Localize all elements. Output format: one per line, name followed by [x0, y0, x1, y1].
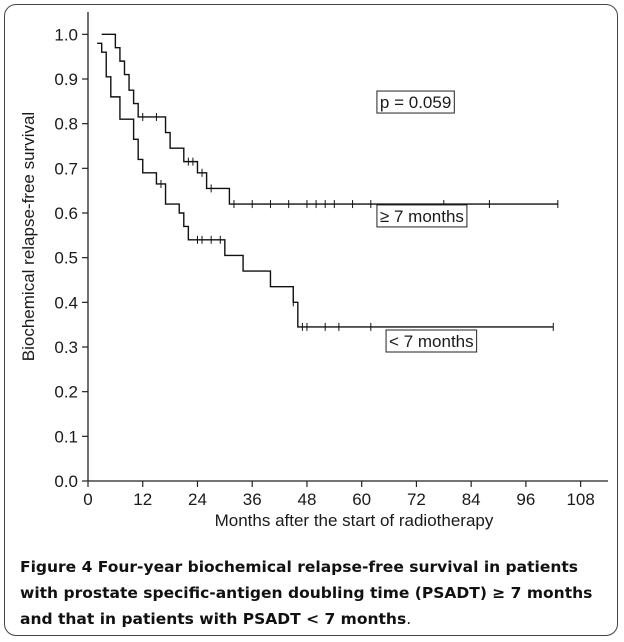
- y-tick-label: 0.2: [54, 383, 78, 402]
- x-tick-labels: 0 12 24 36 48 60 72 84 96 108: [83, 490, 595, 509]
- y-axis-label: Biochemical relapse-free survival: [19, 112, 38, 361]
- y-tick-label: 0.0: [54, 472, 78, 491]
- y-tick-label: 0.9: [54, 70, 78, 89]
- x-tick-label: 108: [566, 490, 594, 509]
- y-tick-labels: 0.0 0.1 0.2 0.3 0.4 0.5 0.6 0.7 0.8 0.9 1.0: [54, 25, 78, 491]
- x-tick-label: 36: [243, 490, 262, 509]
- annotation-box: [376, 204, 468, 228]
- x-axis-label: Months after the start of radiotherapy: [215, 511, 494, 530]
- y-tick-label: 1.0: [54, 25, 78, 44]
- x-tick-label: 12: [133, 490, 152, 509]
- caption-period: .: [406, 610, 412, 628]
- y-tick-label: 0.3: [54, 338, 78, 357]
- x-tick-label: 48: [297, 490, 316, 509]
- annotation-box: [385, 329, 478, 353]
- series-line-2: [97, 42, 554, 328]
- y-tick-label: 0.7: [54, 159, 78, 178]
- chart-axes: [82, 12, 608, 487]
- caption-body: Four-year biochemical relapse-free survi…: [20, 558, 593, 628]
- annotation-text: < 7 months: [389, 332, 474, 351]
- figure-frame: [4, 4, 618, 636]
- annotation-1: p = 0.059: [376, 90, 455, 114]
- x-tick-label: 84: [462, 490, 481, 509]
- y-tick-label: 0.8: [54, 115, 78, 134]
- annotation-2: ≥ 7 months: [376, 204, 468, 228]
- annotation-text: ≥ 7 months: [380, 207, 464, 226]
- annotation-text: p = 0.059: [380, 93, 451, 112]
- x-tick-label: 96: [516, 490, 535, 509]
- annotations: p = 0.059 ≥ 7 months < 7 months: [376, 90, 478, 353]
- y-tick-label: 0.1: [54, 427, 78, 446]
- annotation-box: [376, 90, 455, 114]
- x-tick-label: 72: [407, 490, 426, 509]
- x-tick-label: 0: [83, 490, 92, 509]
- caption-lead: Figure 4: [20, 558, 93, 576]
- x-tick-label: 60: [352, 490, 371, 509]
- y-tick-label: 0.5: [54, 249, 78, 268]
- x-tick-label: 24: [188, 490, 207, 509]
- survival-chart: 0.0 0.1 0.2 0.3 0.4 0.5 0.6 0.7 0.8 0.9 1.0 0 12 24 3…: [19, 12, 608, 530]
- annotation-3: < 7 months: [385, 329, 478, 353]
- censor-marks: [142, 112, 559, 331]
- y-tick-label: 0.6: [54, 204, 78, 223]
- series-line-1: [101, 33, 558, 205]
- series-lines: [97, 33, 558, 328]
- y-tick-label: 0.4: [54, 293, 78, 312]
- figure-caption: Figure 4 Four-year biochemical relapse-f…: [20, 554, 610, 632]
